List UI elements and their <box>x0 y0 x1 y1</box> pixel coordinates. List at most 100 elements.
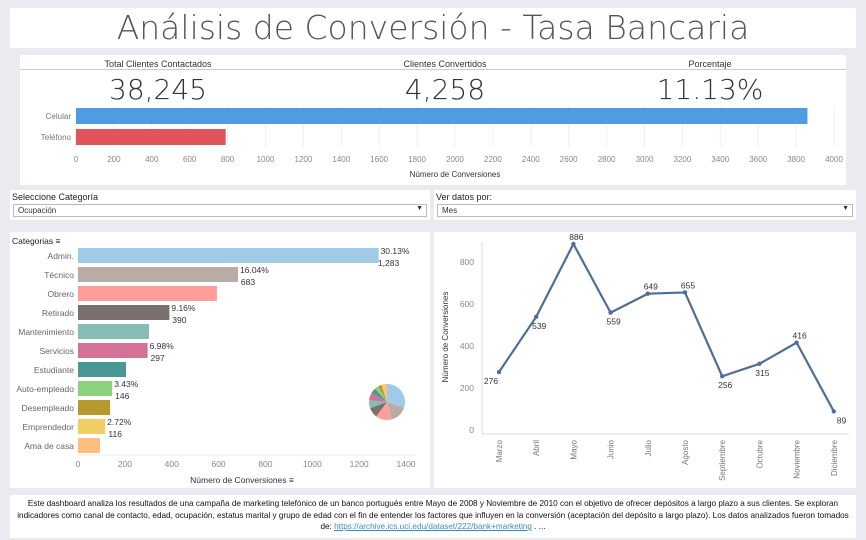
kpi-label-total: Total Clientes Contactados <box>104 59 212 69</box>
x-tick-label: 1400 <box>397 459 416 469</box>
x-tick-label: Mayo <box>569 439 578 459</box>
x-tick-label: 800 <box>221 155 235 164</box>
x-tick-label: 2800 <box>598 155 616 164</box>
category-label: Teléfono <box>41 133 72 142</box>
month-line-chart: 0 200 400 600 800 Número de Conversiones 276 Ma… <box>441 232 849 481</box>
x-tick-label: Octubre <box>755 439 764 468</box>
x-tick-label: Diciembre <box>830 439 839 476</box>
x-tick-label: 1200 <box>295 155 313 164</box>
chevron-down-icon: ▼ <box>842 205 849 212</box>
x-tick-label: 800 <box>258 459 272 469</box>
category-select-value: Ocupación <box>18 206 57 215</box>
data-label: 886 <box>569 232 583 242</box>
page-title: Análisis de Conversión - Tasa Bancaria <box>10 8 856 48</box>
pie-slice-1 <box>387 402 405 420</box>
pie-slice-5 <box>369 392 387 402</box>
bar-2 <box>78 286 217 301</box>
data-label-percent: 2.72% <box>107 417 132 427</box>
data-label-percent: 30.13% <box>381 246 410 256</box>
category-bar-chart: Categorias ≡ 0 200 400 600 800 1000 1200 1400 Adm… <box>12 236 416 485</box>
category-panel: Categorias ≡ 0 200 400 600 800 1000 1200 1400 Adm… <box>10 232 430 488</box>
bar-5 <box>78 343 148 358</box>
x-tick-label: 3800 <box>787 155 805 164</box>
data-label-value: 1,283 <box>378 258 400 268</box>
x-tick-label: 1600 <box>370 155 388 164</box>
kpi-value-total: 38,245 <box>109 73 207 106</box>
channel-bar-chart: 0 200 400 600 800 1000 1200 1400 1600 1800 2000 220… <box>41 105 843 179</box>
data-label: 315 <box>755 368 769 378</box>
category-label: Retirado <box>42 308 74 318</box>
y-tick-label: 0 <box>469 425 474 435</box>
x-tick-label: 2600 <box>560 155 578 164</box>
bar-10 <box>78 438 101 453</box>
description-suffix: . ... <box>531 522 546 531</box>
x-tick-label: 200 <box>118 459 132 469</box>
data-point <box>645 291 650 296</box>
x-tick-label: 1000 <box>303 459 322 469</box>
x-tick-label: Junio <box>607 439 616 459</box>
x-tick-label: 1000 <box>257 155 275 164</box>
x-tick-label: 600 <box>183 155 197 164</box>
x-tick-label: 400 <box>165 459 179 469</box>
y-tick-label: 600 <box>460 299 474 309</box>
description-text: Este dashboard analiza los resultados de… <box>10 495 856 538</box>
data-label: 559 <box>607 317 621 327</box>
data-point <box>534 314 539 320</box>
category-filter: Seleccione Categoría Ocupación ▼ <box>10 190 430 220</box>
data-point <box>571 241 576 247</box>
data-point <box>757 361 762 367</box>
pie-slice-2 <box>376 402 392 420</box>
x-tick-label: Abril <box>532 440 541 456</box>
period-filter-label: Ver datos por: <box>436 192 493 202</box>
category-label: Mantenimiento <box>18 327 74 337</box>
chart-title: Categorias ≡ <box>12 236 60 246</box>
x-tick-label: Julio <box>644 439 653 456</box>
month-panel: 0 200 400 600 800 Número de Conversiones 276 Ma… <box>434 232 856 488</box>
period-select-value: Mes <box>442 206 458 215</box>
dataset-link[interactable]: https://archive.ics.uci.edu/dataset/222/… <box>334 522 532 531</box>
period-select[interactable]: Mes ▼ <box>437 204 853 217</box>
x-tick-label: Septiembre <box>718 439 727 480</box>
pie-slice-3 <box>370 402 387 417</box>
category-label: Celular <box>46 112 72 121</box>
bar-0 <box>78 248 379 263</box>
x-tick-label: 400 <box>145 155 159 164</box>
category-label: Ama de casa <box>24 441 74 451</box>
bar-1 <box>78 267 239 282</box>
data-label: 539 <box>532 321 546 331</box>
category-label: Emprendedor <box>22 422 74 432</box>
x-tick-label: 3200 <box>674 155 692 164</box>
x-tick-label: 2000 <box>446 155 464 164</box>
bar-3 <box>78 305 170 320</box>
data-point <box>608 310 613 315</box>
category-label: Obrero <box>48 289 75 299</box>
kpi-label-converted: Clientes Convertidos <box>403 59 487 69</box>
data-label: 649 <box>644 282 658 292</box>
data-label: 655 <box>681 280 695 290</box>
category-label: Técnico <box>44 270 74 280</box>
x-tick-label: 200 <box>107 155 121 164</box>
data-label-percent: 6.98% <box>150 341 175 351</box>
data-label-value: 390 <box>172 315 186 325</box>
category-label: Desempleado <box>22 403 75 413</box>
data-point <box>720 374 725 379</box>
x-tick-label: Marzo <box>495 439 504 462</box>
kpi-label-percent: Porcentaje <box>688 59 732 69</box>
pie-slice-10 <box>384 384 387 402</box>
y-axis-title: Número de Conversiones <box>441 292 450 383</box>
x-tick-label: 4000 <box>825 155 843 164</box>
category-label: Servicios <box>40 346 74 356</box>
description-body: Este dashboard analiza los resultados de… <box>17 499 849 531</box>
x-tick-label: 3600 <box>749 155 767 164</box>
y-tick-label: 800 <box>460 257 474 267</box>
data-point <box>794 340 799 345</box>
bar-8 <box>78 400 111 415</box>
kpi-value-converted: 4,258 <box>404 73 486 106</box>
category-label: Estudiante <box>34 365 74 375</box>
x-tick-label: 3000 <box>636 155 654 164</box>
pie-slice-8 <box>378 384 387 402</box>
x-tick-label: 0 <box>76 459 81 469</box>
data-label-percent: 16.04% <box>240 265 269 275</box>
bar-7 <box>78 381 113 396</box>
category-select[interactable]: Ocupación ▼ <box>13 204 427 217</box>
